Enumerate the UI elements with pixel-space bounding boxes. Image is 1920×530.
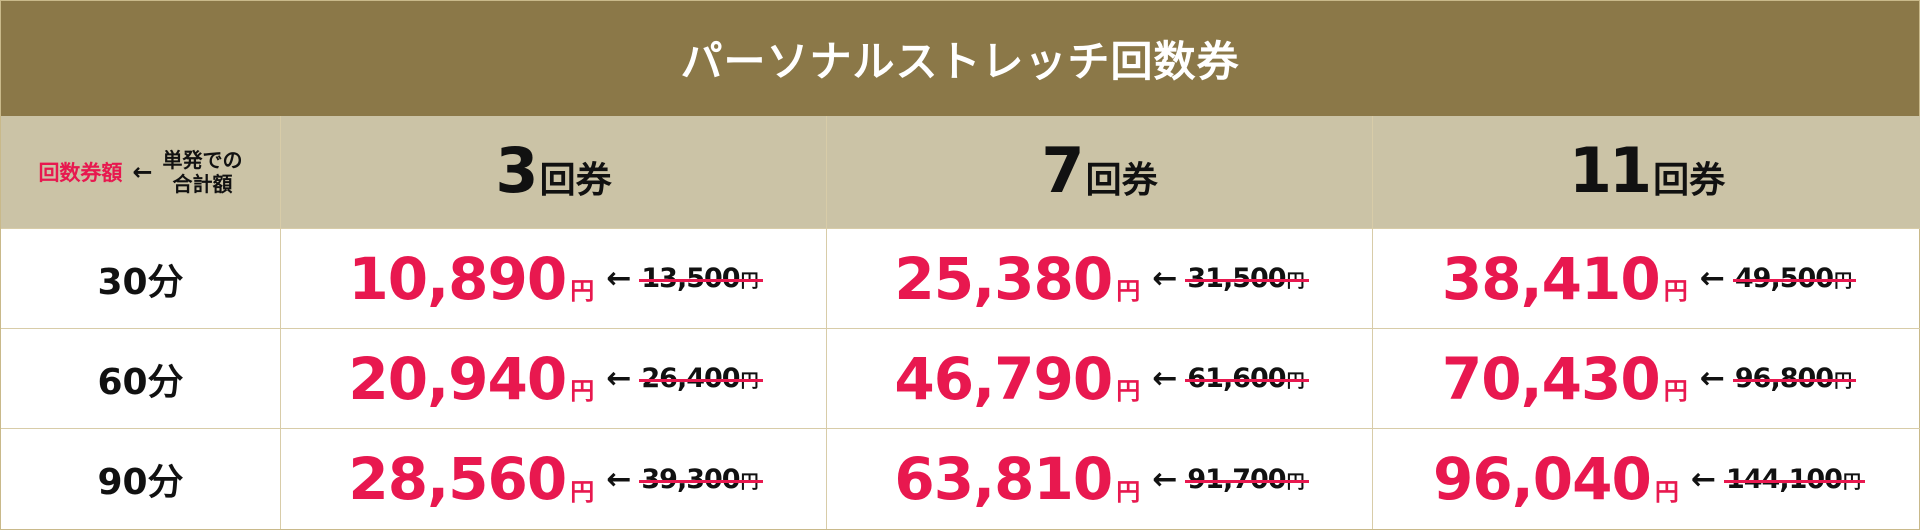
price-cell: 46,790 円 ← 61,600 円 xyxy=(827,329,1373,429)
strikethrough-line xyxy=(1732,379,1857,383)
original-price: 31,500 円 xyxy=(1185,263,1309,294)
price-cell: 28,560 円 ← 39,300 円 xyxy=(281,429,827,529)
strikethrough-line xyxy=(639,279,763,283)
ticket-price: 28,560 xyxy=(348,445,567,513)
yen-unit: 円 xyxy=(1663,277,1688,305)
plan-unit: 回券 xyxy=(1653,160,1726,201)
left-arrow-icon: ← xyxy=(606,461,632,497)
ticket-price: 25,380 xyxy=(894,244,1113,313)
ticket-price: 46,790 xyxy=(894,344,1113,413)
strikethrough-line xyxy=(639,479,763,483)
ticket-price: 38,410 xyxy=(1441,244,1661,313)
price-grid: 回数券額 ← 単発での 合計額 3 回券 7 回券 11 回券 30分 10,8… xyxy=(1,116,1920,529)
strikethrough-line xyxy=(1185,479,1309,483)
plan-count: 11 xyxy=(1568,134,1652,207)
yen-unit: 円 xyxy=(570,377,595,405)
plan-count: 3 xyxy=(495,134,538,207)
ticket-price: 20,940 xyxy=(348,344,567,413)
legend-single-total-line2: 合計額 xyxy=(172,172,233,196)
left-arrow-icon: ← xyxy=(1699,361,1725,396)
legend-single-total-line1: 単発での xyxy=(162,148,243,172)
strikethrough-line xyxy=(1723,479,1865,483)
plan-unit: 回券 xyxy=(1085,160,1158,201)
duration-label: 90分 xyxy=(97,462,184,503)
duration-cell: 60分 xyxy=(1,329,281,429)
original-price-value: 91,700 xyxy=(1187,463,1286,495)
price-cell: 25,380 円 ← 31,500 円 xyxy=(827,229,1373,329)
legend-single-total: 単発での 合計額 xyxy=(163,148,243,196)
yen-unit: 円 xyxy=(1654,478,1679,506)
price-cell: 96,040 円 ← 144,100 円 xyxy=(1373,429,1920,529)
price-cell: 20,940 円 ← 26,400 円 xyxy=(281,329,827,429)
ticket-price: 70,430 xyxy=(1441,344,1661,413)
original-price: 39,300 円 xyxy=(639,463,763,495)
yen-unit: 円 xyxy=(1663,377,1688,405)
original-price-value: 96,800 xyxy=(1734,363,1834,394)
table-title: パーソナルストレッチ回数券 xyxy=(1,1,1919,116)
strikethrough-line xyxy=(1185,379,1309,383)
plan-header-7: 7 回券 xyxy=(827,116,1373,229)
price-cell: 63,810 円 ← 91,700 円 xyxy=(827,429,1373,529)
strikethrough-line xyxy=(639,379,763,383)
left-arrow-icon: ← xyxy=(1699,261,1725,296)
ticket-price: 96,040 xyxy=(1433,445,1652,513)
ticket-price: 63,810 xyxy=(894,445,1113,513)
left-arrow-icon: ← xyxy=(606,361,632,396)
yen-unit: 円 xyxy=(570,277,595,305)
yen-unit: 円 xyxy=(1116,277,1141,305)
yen-unit: 円 xyxy=(570,478,595,506)
original-price-value: 61,600 xyxy=(1187,363,1286,394)
left-arrow-icon: ← xyxy=(1152,461,1178,497)
original-price: 49,500 円 xyxy=(1732,263,1857,294)
ticket-price: 10,890 xyxy=(348,244,567,313)
original-price: 144,100 円 xyxy=(1723,463,1865,495)
original-price-value: 26,400 xyxy=(641,363,740,394)
original-price: 13,500 円 xyxy=(639,263,763,294)
original-price: 26,400 円 xyxy=(639,363,763,394)
original-price: 91,700 円 xyxy=(1185,463,1309,495)
original-price: 61,600 円 xyxy=(1185,363,1309,394)
left-arrow-icon: ← xyxy=(606,261,632,296)
plan-count: 7 xyxy=(1041,134,1084,207)
legend-ticket-amount: 回数券額 xyxy=(38,161,123,185)
original-price-value: 31,500 xyxy=(1187,263,1286,294)
strikethrough-line xyxy=(1732,279,1857,283)
plan-unit: 回券 xyxy=(539,160,612,201)
duration-label: 60分 xyxy=(97,361,184,403)
left-arrow-icon: ← xyxy=(1152,361,1178,396)
legend-cell: 回数券額 ← 単発での 合計額 xyxy=(1,116,281,229)
original-price-value: 144,100 xyxy=(1725,463,1843,495)
left-arrow-icon: ← xyxy=(1690,461,1716,497)
duration-cell: 90分 xyxy=(1,429,281,529)
duration-label: 30分 xyxy=(97,261,184,303)
price-cell: 70,430 円 ← 96,800 円 xyxy=(1373,329,1920,429)
left-arrow-icon: ← xyxy=(1152,261,1178,296)
yen-unit: 円 xyxy=(1116,478,1141,506)
plan-header-11: 11 回券 xyxy=(1373,116,1920,229)
original-price-value: 49,500 xyxy=(1734,263,1834,294)
left-arrow-icon: ← xyxy=(132,158,153,186)
original-price-value: 13,500 xyxy=(641,263,740,294)
yen-unit: 円 xyxy=(1116,377,1141,405)
price-cell: 10,890 円 ← 13,500 円 xyxy=(281,229,827,329)
original-price-value: 39,300 xyxy=(641,463,740,495)
plan-header-3: 3 回券 xyxy=(281,116,827,229)
original-price: 96,800 円 xyxy=(1732,363,1857,394)
price-cell: 38,410 円 ← 49,500 円 xyxy=(1373,229,1920,329)
strikethrough-line xyxy=(1185,279,1309,283)
duration-cell: 30分 xyxy=(1,229,281,329)
